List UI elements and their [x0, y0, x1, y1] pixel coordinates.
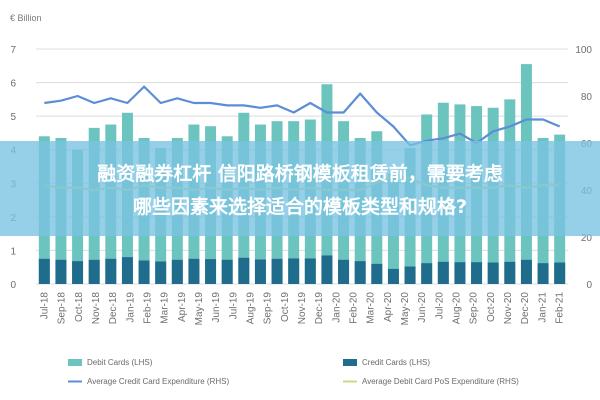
x-tick-label: Aug-19 [246, 292, 257, 325]
credit-cards-bar [437, 261, 449, 284]
x-tick-label: Jul-20 [434, 292, 445, 320]
x-tick-label: Sep-18 [57, 292, 68, 325]
legend-swatch [343, 359, 357, 366]
x-tick-label: Feb-19 [143, 292, 154, 324]
x-tick-label: Feb-21 [554, 292, 565, 324]
legend-swatch [68, 359, 82, 366]
y-axis-label-left: € Billion [10, 13, 42, 23]
overlay-caption-line-2: 哪些因素来选择适合的模板类型和规格? [132, 196, 468, 218]
x-tick-label: May-19 [194, 292, 205, 326]
x-tick-label: Oct-19 [280, 292, 291, 322]
x-tick-label: Jan-19 [125, 292, 136, 323]
overlay-caption: 融资融券杠杆 信阳路桥钢模板租赁前，需要考虑 哪些因素来选择适合的模板类型和规格… [0, 158, 600, 224]
credit-cards-bar [504, 261, 516, 284]
x-tick-label: Sep-20 [469, 292, 480, 325]
credit-cards-bar [387, 268, 399, 284]
y-tick-label-left: 5 [10, 112, 16, 123]
x-tick-label: Jan-21 [537, 292, 548, 323]
credit-cards-bar [421, 263, 433, 284]
credit-cards-bar [321, 255, 333, 284]
x-tick-label: Oct-20 [486, 292, 497, 322]
y-tick-label-left: 0 [10, 280, 16, 291]
credit-cards-bar [72, 261, 84, 284]
x-tick-label: Mar-20 [366, 292, 377, 324]
credit-cards-bar [188, 258, 200, 284]
credit-cards-bar [520, 259, 532, 284]
x-tick-label: Nov-20 [503, 292, 514, 325]
overlay-banner [0, 141, 600, 236]
y-tick-label-left: 7 [10, 45, 16, 56]
credit-cards-bar [171, 259, 183, 284]
credit-cards-bar [454, 262, 466, 284]
x-tick-label: Oct-18 [74, 292, 85, 322]
credit-cards-bar [487, 262, 499, 284]
credit-cards-bar [138, 260, 150, 284]
credit-cards-bar [371, 263, 383, 284]
x-tick-label: Apr-20 [383, 292, 394, 322]
y-tick-label-right: 0 [586, 280, 592, 291]
x-tick-label: Feb-20 [348, 292, 359, 324]
credit-cards-bar [537, 263, 549, 284]
credit-cards-bar [338, 259, 350, 284]
x-tick-label: Jul-18 [40, 292, 51, 320]
credit-cards-bar [88, 259, 100, 284]
legend-label: Average Debit Card PoS Expenditure (RHS) [362, 377, 519, 386]
x-tick-label: Dec-18 [108, 292, 119, 325]
x-tick-label: Nov-18 [91, 292, 102, 325]
x-tick-label: Jun-19 [211, 292, 222, 323]
x-tick-label: Apr-19 [177, 292, 188, 322]
credit-cards-bar [404, 266, 416, 284]
y-tick-label-right: 80 [581, 92, 593, 103]
credit-cards-bar [205, 259, 217, 284]
credit-cards-bar [254, 259, 266, 284]
credit-cards-bar [221, 259, 233, 284]
credit-cards-bar [155, 261, 167, 284]
x-tick-label: Dec-19 [314, 292, 325, 325]
x-tick-label: Aug-20 [451, 292, 462, 325]
credit-cards-bar [55, 259, 67, 284]
credit-cards-bar [38, 258, 50, 284]
credit-cards-bar [354, 261, 366, 284]
x-tick-label: Jan-20 [331, 292, 342, 323]
credit-cards-bar [471, 262, 483, 284]
x-tick-label: May-20 [400, 292, 411, 326]
x-tick-label: Mar-19 [160, 292, 171, 324]
overlay-caption-line-1: 融资融券杠杆 信阳路桥钢模板租赁前，需要考虑 [97, 163, 503, 185]
credit-cards-bar [288, 258, 300, 284]
x-tick-label: Sep-19 [263, 292, 274, 325]
y-tick-label-right: 20 [581, 233, 593, 244]
legend-label: Credit Cards (LHS) [362, 358, 430, 367]
credit-cards-bar [105, 258, 117, 284]
credit-cards-bar [238, 257, 250, 284]
y-tick-label-left: 6 [10, 79, 16, 90]
legend-label: Average Credit Card Expenditure (RHS) [87, 377, 229, 386]
credit-cards-bar [304, 258, 316, 284]
y-tick-label-left: 1 [10, 246, 16, 257]
x-tick-label: Jun-20 [417, 292, 428, 323]
x-tick-label: Nov-19 [297, 292, 308, 325]
credit-cards-bar [121, 257, 133, 284]
credit-cards-bar [554, 262, 566, 284]
x-tick-label: Dec-20 [520, 292, 531, 325]
legend-label: Debit Cards (LHS) [87, 358, 153, 367]
credit-cards-bar [271, 258, 283, 284]
x-tick-label: Jul-19 [228, 292, 239, 320]
y-tick-label-right: 100 [575, 45, 592, 56]
